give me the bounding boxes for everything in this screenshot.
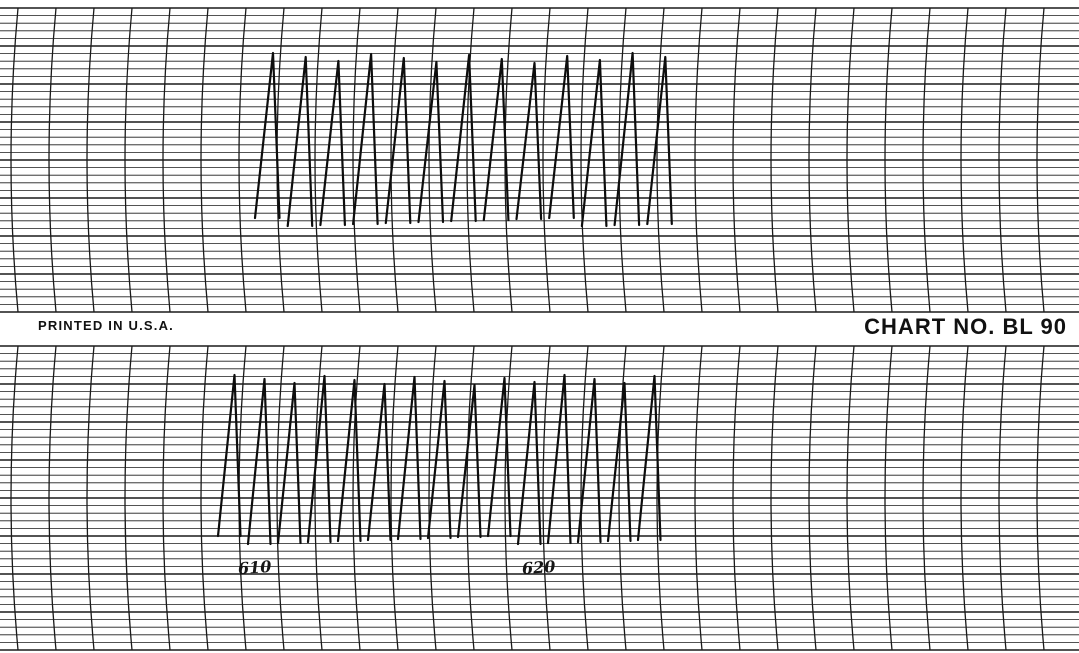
top-grid-time-arc <box>238 7 247 313</box>
top-grid-time-arc <box>1036 7 1045 313</box>
top-grid-time-arc <box>694 7 703 313</box>
top-grid-time-arc <box>314 7 323 313</box>
handwritten-mark-610: 610 <box>237 556 272 579</box>
bottom-grid-time-arc <box>922 345 931 651</box>
bottom-grid-time-arc <box>86 345 95 651</box>
top-grid-time-arc <box>884 7 893 313</box>
top-grid-time-arc <box>124 7 133 313</box>
bottom-grid-time-arc <box>960 345 969 651</box>
bottom-grid-time-arc <box>998 345 1007 651</box>
top-grid-time-arc <box>466 7 475 313</box>
chart-number-label: CHART NO. BL 90 <box>864 314 1067 339</box>
top-grid-time-arc <box>86 7 95 313</box>
top-grid-time-arc <box>10 7 19 313</box>
bottom-grid-time-arc <box>884 345 893 651</box>
bottom-grid-time-arc <box>10 345 19 651</box>
top-grid-time-arc <box>732 7 741 313</box>
bottom-grid-time-arc <box>162 345 171 651</box>
top-chart-grid <box>0 7 1079 313</box>
top-grid-time-arc <box>922 7 931 313</box>
bottom-pen-trace <box>216 373 662 546</box>
bottom-grid-time-arc <box>352 345 361 651</box>
bottom-grid-time-arc <box>542 345 551 651</box>
bottom-grid-time-arc <box>504 345 513 651</box>
bottom-chart-grid <box>0 345 1079 651</box>
handwritten-mark-620: 620 <box>521 556 556 579</box>
bottom-grid-time-arc <box>314 345 323 651</box>
top-grid-time-arc <box>390 7 399 313</box>
bottom-grid-time-arc <box>124 345 133 651</box>
top-grid-time-arc <box>770 7 779 313</box>
top-grid-time-arc <box>580 7 589 313</box>
top-grid-time-arc <box>428 7 437 313</box>
bottom-grid-time-arc <box>694 345 703 651</box>
bottom-grid-time-arc <box>466 345 475 651</box>
top-grid-time-arc <box>998 7 1007 313</box>
top-pen-trace <box>253 51 673 228</box>
printed-in-usa-label: PRINTED IN U.S.A. <box>38 318 174 333</box>
bottom-grid-time-arc <box>580 345 589 651</box>
top-grid-time-arc <box>846 7 855 313</box>
top-grid-time-arc <box>48 7 57 313</box>
top-grid-time-arc <box>352 7 361 313</box>
bottom-trace-stroke <box>216 373 662 546</box>
bottom-grid-time-arc <box>390 345 399 651</box>
bottom-grid-time-arc <box>808 345 817 651</box>
top-grid-time-arc <box>542 7 551 313</box>
bottom-grid-time-arc <box>846 345 855 651</box>
bottom-grid-time-arc <box>618 345 627 651</box>
top-grid-time-arc <box>808 7 817 313</box>
top-grid-time-arc <box>960 7 969 313</box>
top-grid-time-arc <box>656 7 665 313</box>
bottom-grid-time-arc <box>656 345 665 651</box>
top-grid-time-arc <box>162 7 171 313</box>
top-grid-time-arc <box>200 7 209 313</box>
bottom-grid-time-arc <box>1036 345 1045 651</box>
bottom-grid-time-arc <box>48 345 57 651</box>
bottom-grid-time-arc <box>276 345 285 651</box>
bottom-grid-time-arc <box>428 345 437 651</box>
bottom-grid-time-arc <box>770 345 779 651</box>
top-trace-stroke <box>253 51 673 228</box>
bottom-grid-time-arc <box>732 345 741 651</box>
bottom-grid-time-arc <box>200 345 209 651</box>
top-grid-time-arc <box>618 7 627 313</box>
